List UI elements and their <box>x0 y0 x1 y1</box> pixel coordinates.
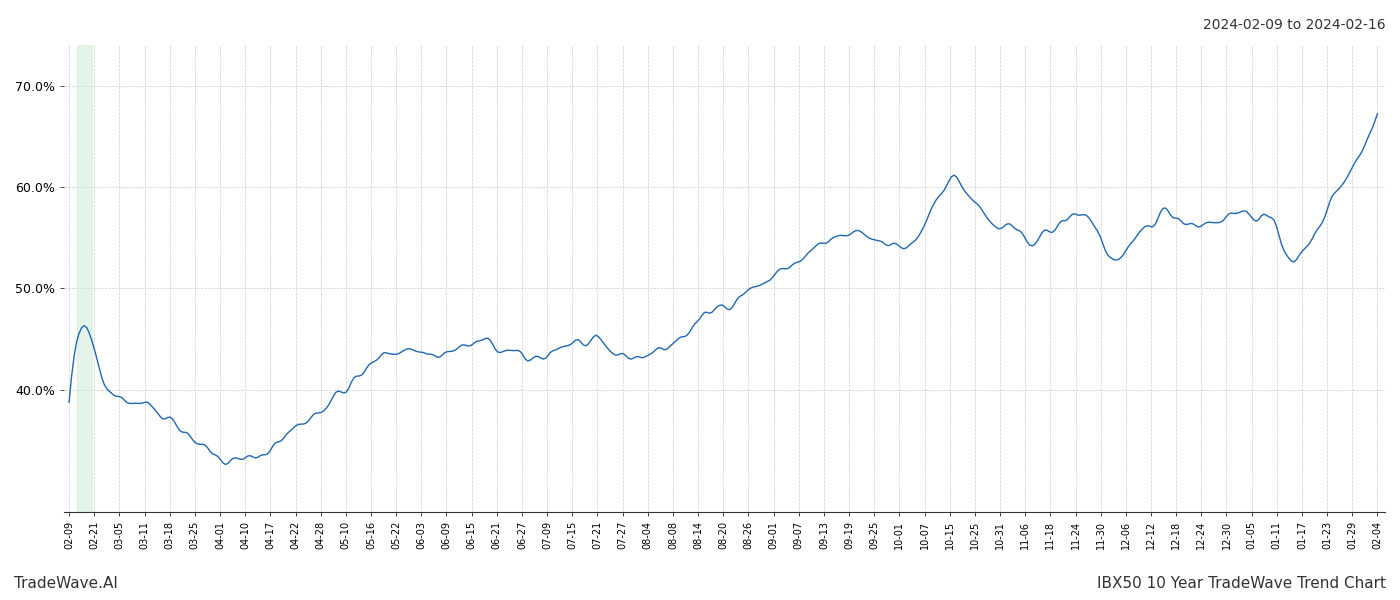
Text: 2024-02-09 to 2024-02-16: 2024-02-09 to 2024-02-16 <box>1204 18 1386 32</box>
Bar <box>77 45 92 512</box>
Text: IBX50 10 Year TradeWave Trend Chart: IBX50 10 Year TradeWave Trend Chart <box>1098 576 1386 591</box>
Text: TradeWave.AI: TradeWave.AI <box>14 576 118 591</box>
